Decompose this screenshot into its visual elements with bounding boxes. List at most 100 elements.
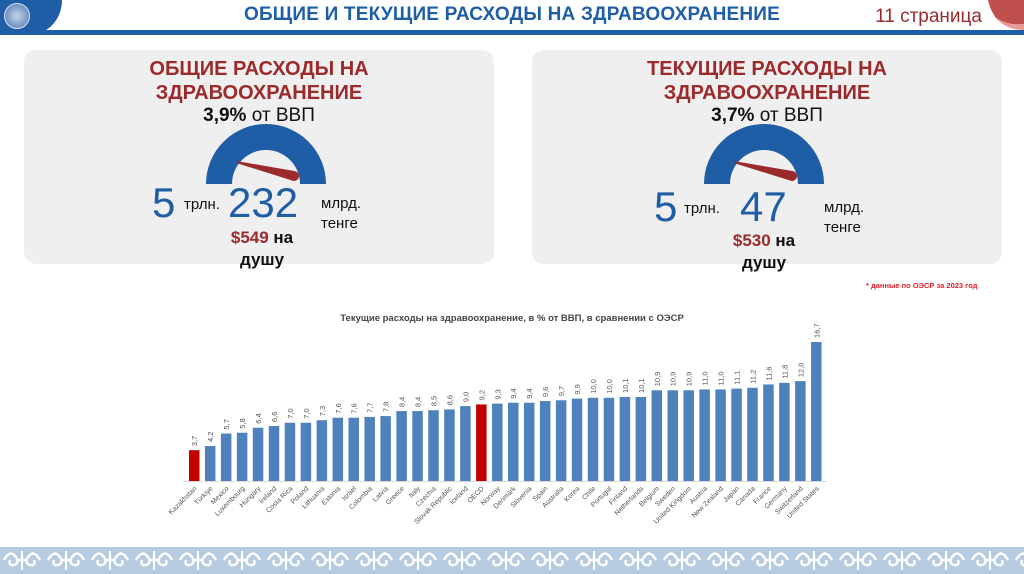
value-label: 7,3 [318,406,327,416]
value-label: 7,6 [334,403,343,413]
bar-austria [699,389,710,481]
value-label: 11,1 [733,371,742,385]
value-label: 7,8 [382,402,391,412]
trillions-value: 5 [654,183,678,230]
card-title-line1: ТЕКУЩИЕ РАСХОДЫ НА [647,58,887,80]
ornament-border [0,547,1024,574]
bar-luxembourg [236,432,248,481]
bar-canada [747,387,758,481]
value-label: 9,4 [525,388,534,398]
billions-unit-line2: тенге [321,215,358,232]
value-label: 8,4 [398,397,407,407]
total-expenditure-card: ОБЩИЕ РАСХОДЫ НА ЗДРАВООХРАНЕНИЕ 3,9% от… [24,50,494,269]
header-divider [0,30,1024,35]
value-label: 10,1 [637,378,646,393]
bar-portugal [603,397,615,481]
value-label: 9,0 [461,392,470,402]
per-capita-value: $530 [732,231,771,250]
value-label: 6,4 [254,413,263,423]
gdp-share: 3,7% от ВВП [532,105,1002,127]
value-label: 5,8 [238,418,247,428]
page-curl-icon[interactable] [988,0,1024,30]
value-label: 16,7 [812,323,821,338]
bar-mexico [220,433,232,481]
per-capita-value: $549 [230,228,269,247]
bar-australia [555,400,567,481]
value-label: 11,2 [749,370,758,384]
bar-italy [412,411,423,481]
category-label: Korea [563,485,581,503]
value-label: 12,0 [796,363,805,378]
bar-spain [539,401,551,481]
value-label: 10,9 [669,372,678,387]
bar-germany [779,382,790,481]
value-label: 7,0 [286,408,295,418]
bar-t-rkiye [204,446,216,481]
value-label: 11,0 [701,371,710,385]
billions-unit-line1: млрд. [321,195,361,212]
bar-netherlands [635,396,647,481]
value-label: 10,0 [605,379,614,394]
gauge-needle [734,161,797,181]
bar-chile [587,397,599,481]
value-label: 3,7 [190,436,199,446]
per-capita-line2: душу [239,250,285,269]
value-label: 7,0 [302,408,311,418]
value-label: 9,7 [557,386,566,396]
value-label: 8,6 [445,395,454,405]
value-label: 10,0 [589,379,598,394]
value-label: 9,6 [541,387,550,397]
value-label: 9,2 [477,390,486,400]
bar-greece [396,411,407,481]
current-expenditure-card: ТЕКУЩИЕ РАСХОДЫ НА ЗДРАВООХРАНЕНИЕ 3,7% … [532,50,1002,272]
bar-belgium [651,390,663,481]
gdp-share-suffix: от ВВП [246,105,315,126]
bar-poland [300,422,312,481]
bar-finland [619,396,631,481]
bar-iceland [460,406,471,481]
bar-ireland [268,426,280,481]
bar-korea [571,398,583,481]
per-capita-suffix: на [770,231,796,250]
page-number: 11 страница [875,6,982,27]
billions-unit-line1: млрд. [824,199,864,216]
bar-costa-rica [284,422,296,481]
value-label: 10,9 [653,372,662,387]
bar-latvia [380,416,391,481]
trillions-value: 5 [152,179,176,226]
gauge [206,124,326,184]
card-title-line2: ЗДРАВООХРАНЕНИЕ [663,82,871,104]
value-label: 11,8 [780,365,789,379]
card-title-line2: ЗДРАВООХРАНЕНИЕ [155,82,363,104]
value-label: 6,6 [270,412,279,422]
gdp-share: 3,9% от ВВП [24,105,494,127]
state-emblem-icon [4,3,30,29]
billions-value: 47 [740,183,787,230]
logo-block [0,0,62,34]
bar-colombia [364,416,375,481]
card-title-line1: ОБЩИЕ РАСХОДЫ НА [149,58,369,80]
per-capita-suffix: на [268,228,294,247]
slide-header: ОБЩИЕ И ТЕКУЩИЕ РАСХОДЫ НА ЗДРАВООХРАНЕН… [0,0,1024,36]
per-capita: $530 на душу [714,230,814,274]
bar-new-zealand [715,389,726,481]
bar-denmark [508,402,519,481]
bar-united-kingdom [683,390,694,481]
value-label: 5,7 [222,419,231,429]
gdp-share-value: 3,9% [203,105,247,126]
per-capita: $549 на душу [212,227,312,271]
bar-switzerland [795,381,806,481]
value-label: 9,9 [573,384,582,394]
value-label: 11,6 [764,366,773,380]
billions-unit: млрд. тенге [824,198,864,238]
trillions-unit: трлн. [184,196,220,213]
card-title: ТЕКУЩИЕ РАСХОДЫ НА ЗДРАВООХРАНЕНИЕ [532,57,1002,105]
gauge-arc [206,124,326,184]
value-label: 8,4 [414,397,423,407]
bar-lithuania [316,420,328,481]
value-label: 9,4 [509,388,518,398]
billions-unit-line2: тенге [824,219,861,236]
bar-sweden [667,390,678,481]
category-label: Iceland [449,485,470,506]
gauge-needle [236,161,299,181]
